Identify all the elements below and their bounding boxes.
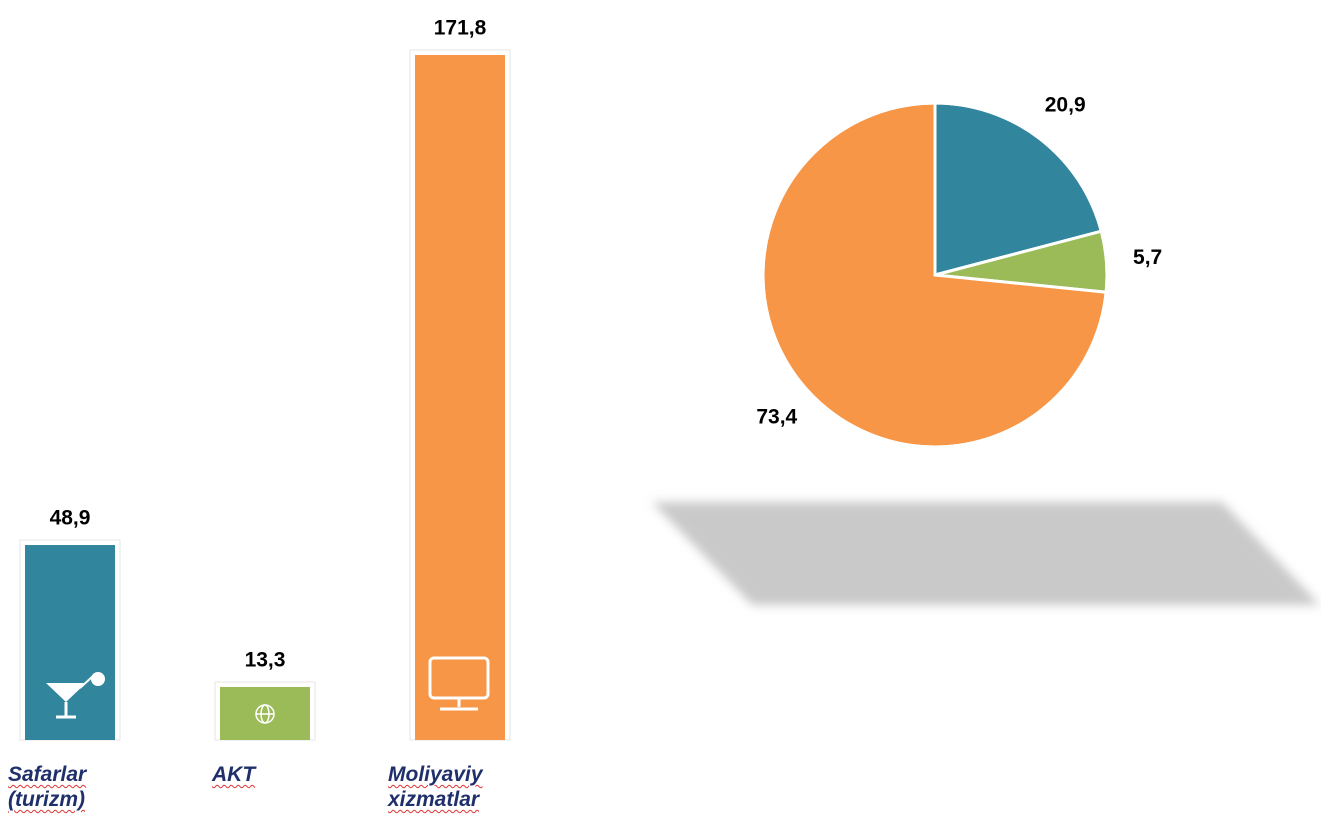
cocktail-icon — [46, 672, 105, 719]
bar-chart: 48,9 13,3 171,8 — [19, 17, 511, 741]
value-label: 48,9 — [50, 507, 91, 530]
category-label: Safarlar (turizm) — [8, 763, 87, 811]
pie-shadow — [652, 502, 1320, 605]
value-label: 5,7 — [1133, 246, 1162, 269]
value-label: 20,9 — [1045, 94, 1086, 117]
pie-chart: 20,9 5,7 73,4 — [756, 94, 1162, 449]
pie-outline — [761, 101, 1109, 449]
value-label: 73,4 — [756, 406, 797, 429]
monitor-icon — [428, 656, 490, 711]
bar — [415, 55, 505, 740]
category-label: AKT — [212, 763, 256, 786]
category-label: Moliyaviy xizmatlar — [388, 763, 483, 811]
bar — [25, 545, 115, 740]
globe-icon — [255, 704, 275, 724]
value-label: 13,3 — [245, 649, 286, 672]
icons — [46, 656, 490, 724]
value-label: 171,8 — [434, 17, 487, 40]
